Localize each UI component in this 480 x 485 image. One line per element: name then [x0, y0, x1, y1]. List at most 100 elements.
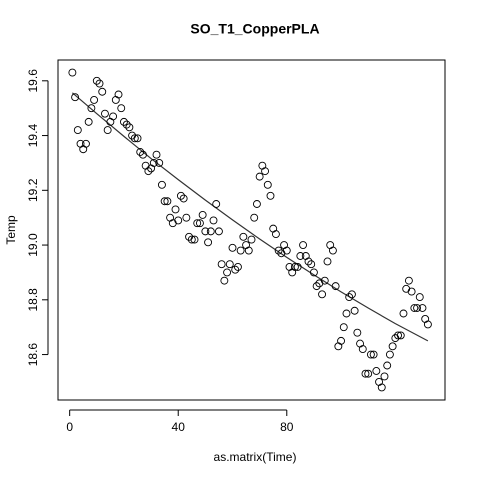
y-tick-label: 19.4 [26, 124, 40, 148]
point [163, 197, 172, 206]
x-axis-label: as.matrix(Time) [214, 450, 297, 464]
point [261, 167, 270, 176]
fit-line [71, 92, 429, 342]
point [133, 134, 142, 143]
point [250, 213, 259, 222]
point [244, 246, 253, 255]
point [239, 232, 248, 241]
point [171, 205, 180, 214]
point [84, 117, 93, 126]
point [394, 331, 402, 340]
point [201, 227, 210, 236]
point [236, 246, 245, 255]
point [296, 252, 305, 260]
point [320, 276, 329, 285]
point [410, 304, 419, 312]
point [418, 304, 427, 312]
point [122, 120, 131, 129]
point [160, 197, 169, 206]
y-tick-label: 18.6 [26, 343, 40, 367]
point [385, 350, 394, 359]
point [361, 369, 370, 378]
point [82, 139, 90, 148]
point [407, 287, 416, 296]
point [342, 309, 351, 318]
point [179, 194, 188, 203]
point [380, 372, 389, 381]
x-tick-label: 40 [172, 420, 186, 434]
point [415, 293, 424, 302]
y-tick-label: 19.2 [26, 178, 40, 202]
point [312, 282, 321, 291]
point [255, 172, 264, 181]
point [377, 383, 386, 392]
point [228, 243, 237, 252]
point [366, 350, 375, 359]
point [309, 268, 318, 277]
point [372, 367, 381, 375]
point [339, 323, 348, 332]
point [138, 150, 147, 159]
point [423, 320, 432, 329]
point [307, 260, 316, 269]
point [323, 257, 332, 266]
point [263, 180, 272, 189]
point [149, 158, 158, 167]
point [182, 213, 191, 222]
point [293, 263, 302, 271]
point [252, 200, 261, 208]
point [101, 109, 109, 118]
point [119, 117, 128, 126]
point [331, 282, 340, 291]
point [136, 148, 145, 156]
point [388, 342, 397, 351]
point [337, 336, 346, 345]
point [413, 304, 421, 312]
point [152, 150, 161, 159]
point [274, 246, 283, 255]
point [125, 123, 134, 132]
point [282, 246, 291, 255]
y-tick-label: 18.8 [26, 288, 40, 312]
y-axis-label: Temp [4, 215, 18, 245]
point [117, 104, 126, 113]
point [109, 112, 118, 121]
point [155, 158, 164, 167]
point [187, 235, 196, 244]
point [68, 68, 77, 77]
x-tick-label: 0 [66, 420, 73, 434]
point [220, 276, 229, 285]
point [345, 293, 354, 302]
point [217, 260, 226, 269]
x-tick-label: 80 [280, 420, 294, 434]
point [71, 93, 80, 102]
point [114, 90, 123, 99]
point [364, 369, 373, 378]
point [198, 210, 207, 219]
point [358, 345, 367, 354]
point [130, 134, 139, 143]
point [266, 191, 275, 200]
point [304, 257, 313, 266]
point [190, 235, 199, 244]
y-tick-label: 19.0 [26, 233, 40, 257]
point [233, 263, 242, 271]
point [290, 263, 299, 271]
point [214, 227, 223, 236]
point [209, 216, 218, 225]
point [404, 276, 413, 285]
point [353, 328, 362, 337]
point [92, 76, 101, 85]
point [271, 230, 280, 239]
point [204, 238, 213, 247]
point [103, 126, 112, 135]
point [223, 268, 232, 277]
point [174, 216, 183, 225]
point [225, 260, 234, 269]
plot-box [57, 59, 446, 401]
point [98, 87, 107, 96]
point [383, 361, 392, 370]
point [90, 96, 99, 104]
chart-title: SO_T1_CopperPLA [190, 21, 319, 37]
